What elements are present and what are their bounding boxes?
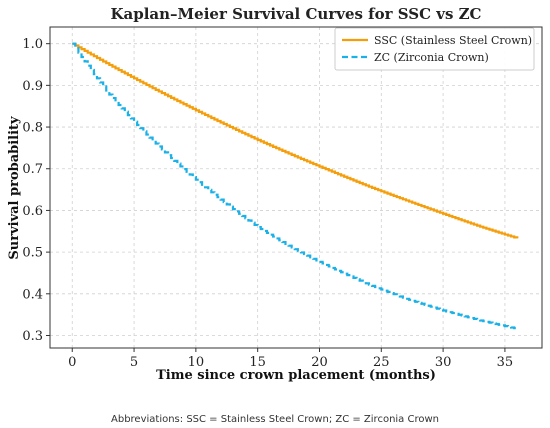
legend-label-zc: ZC (Zirconia Crown) <box>374 51 489 64</box>
series-line-ssc <box>72 42 519 239</box>
x-tick-label: 30 <box>435 355 452 370</box>
y-tick-label: 0.5 <box>22 246 43 261</box>
x-tick-label: 20 <box>311 355 328 370</box>
grid <box>50 27 542 348</box>
y-tick-label: 0.8 <box>22 121 43 136</box>
y-tick-label: 0.6 <box>22 204 43 219</box>
y-tick-label: 0.4 <box>22 287 43 302</box>
x-tick-label: 10 <box>188 355 205 370</box>
y-axis-label: Survival probability <box>7 116 22 260</box>
x-tick-label: 0 <box>68 355 76 370</box>
x-axis-label: Time since crown placement (months) <box>156 368 436 383</box>
legend: SSC (Stainless Steel Crown) ZC (Zirconia… <box>334 27 535 71</box>
chart-title: Kaplan–Meier Survival Curves for SSC vs … <box>110 5 481 23</box>
y-tick-label: 0.7 <box>22 162 43 177</box>
plot-frame <box>49 26 543 349</box>
x-tick-label: 5 <box>130 355 138 370</box>
x-tick-label: 35 <box>497 355 514 370</box>
x-axis-ticks: 0 5 10 15 20 25 30 35 <box>68 348 513 370</box>
y-tick-label: 1.0 <box>22 37 43 52</box>
x-tick-label: 15 <box>249 355 266 370</box>
y-tick-label: 0.3 <box>22 329 43 344</box>
y-tick-label: 0.9 <box>22 79 43 94</box>
legend-label-ssc: SSC (Stainless Steel Crown) <box>374 34 532 47</box>
legend-box <box>334 27 535 71</box>
footnote: Abbreviations: SSC = Stainless Steel Cro… <box>111 414 439 425</box>
y-axis-ticks: 0.3 0.4 0.5 0.6 0.7 0.8 0.9 1.0 <box>22 37 50 344</box>
series-lines <box>72 42 519 330</box>
series-line-zc <box>72 42 519 330</box>
x-tick-label: 25 <box>373 355 390 370</box>
